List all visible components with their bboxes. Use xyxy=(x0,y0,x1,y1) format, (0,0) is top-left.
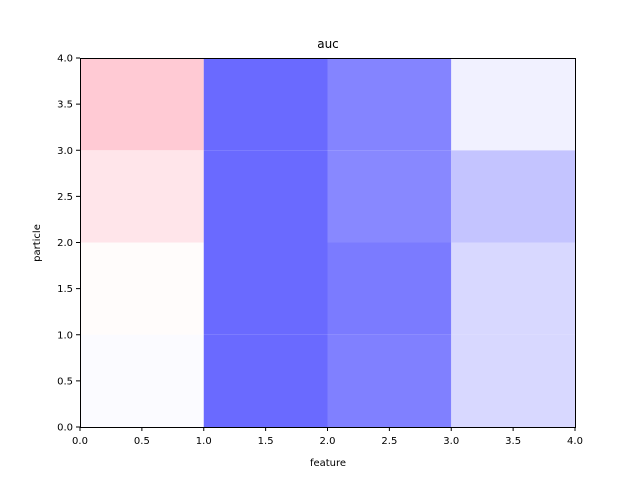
heatmap-cell xyxy=(203,334,328,427)
y-tick-label: 3.0 xyxy=(57,146,73,157)
y-axis-label: particle xyxy=(32,224,43,262)
y-tick-label: 4.0 xyxy=(57,54,73,65)
heatmap-cell xyxy=(327,334,452,427)
y-tick-label: 2.5 xyxy=(57,192,73,203)
heatmap-cell xyxy=(451,242,575,335)
heatmap-cell xyxy=(80,334,204,427)
heatmap-cell xyxy=(451,58,575,151)
y-tick-label: 0.5 xyxy=(57,376,73,387)
heatmap-cell xyxy=(451,150,575,243)
x-tick-label: 1.0 xyxy=(196,436,212,447)
heatmap-cells xyxy=(80,58,575,427)
y-axis-ticks: 0.0 0.5 1.0 1.5 2.0 2.5 3.0 3.5 4.0 xyxy=(57,54,80,434)
x-tick-label: 3.5 xyxy=(505,436,521,447)
y-tick-label: 1.5 xyxy=(57,284,73,295)
x-tick-label: 4.0 xyxy=(567,436,583,447)
x-tick-label: 0.0 xyxy=(72,436,88,447)
heatmap-cell xyxy=(327,58,452,151)
x-axis-ticks: 0.0 0.5 1.0 1.5 2.0 2.5 3.0 3.5 4.0 xyxy=(72,427,583,447)
chart-title: auc xyxy=(317,37,339,51)
heatmap-cell xyxy=(451,334,575,427)
x-tick-label: 1.5 xyxy=(258,436,274,447)
heatmap-cell xyxy=(327,150,452,243)
y-tick-label: 3.5 xyxy=(57,100,73,111)
x-tick-label: 2.0 xyxy=(320,436,336,447)
x-tick-label: 3.0 xyxy=(443,436,459,447)
heatmap-cell xyxy=(80,58,204,151)
x-tick-label: 0.5 xyxy=(134,436,150,447)
x-axis-label: feature xyxy=(310,458,346,469)
heatmap-cell xyxy=(80,242,204,335)
heatmap-cell xyxy=(203,242,328,335)
heatmap-cell xyxy=(80,150,204,243)
y-tick-label: 2.0 xyxy=(57,238,73,249)
heatmap-cell xyxy=(203,150,328,243)
y-tick-label: 1.0 xyxy=(57,330,73,341)
heatmap-cell xyxy=(203,58,328,151)
y-tick-label: 0.0 xyxy=(57,423,73,434)
x-tick-label: 2.5 xyxy=(381,436,397,447)
heatmap-cell xyxy=(327,242,452,335)
